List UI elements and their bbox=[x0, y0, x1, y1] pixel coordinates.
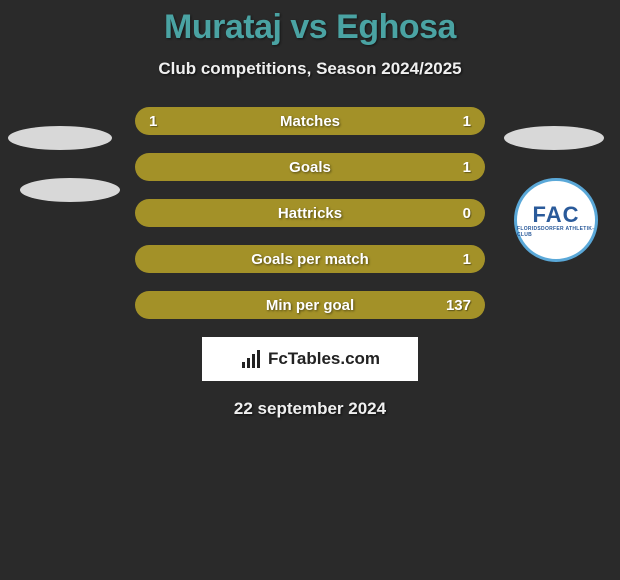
main-container: Murataj vs Eghosa Club competitions, Sea… bbox=[0, 0, 620, 419]
stat-right-value: 1 bbox=[441, 159, 471, 176]
stat-label: Hattricks bbox=[278, 205, 342, 222]
date-text: 22 september 2024 bbox=[0, 399, 620, 419]
page-title: Murataj vs Eghosa bbox=[0, 8, 620, 47]
stats-area: 1 Matches 1 Goals 1 Hattricks 0 Goals pe… bbox=[0, 107, 620, 319]
stat-label: Goals bbox=[289, 159, 331, 176]
stat-right-value: 137 bbox=[441, 297, 471, 314]
stat-left-value: 1 bbox=[149, 113, 179, 130]
stat-right-value: 1 bbox=[441, 251, 471, 268]
stat-row-matches: 1 Matches 1 bbox=[135, 107, 485, 135]
stat-row-goals: Goals 1 bbox=[135, 153, 485, 181]
stat-right-value: 0 bbox=[441, 205, 471, 222]
stat-label: Min per goal bbox=[266, 297, 354, 314]
stat-row-goals-per-match: Goals per match 1 bbox=[135, 245, 485, 273]
page-subtitle: Club competitions, Season 2024/2025 bbox=[0, 59, 620, 79]
stat-row-hattricks: Hattricks 0 bbox=[135, 199, 485, 227]
stat-row-min-per-goal: Min per goal 137 bbox=[135, 291, 485, 319]
stat-label: Matches bbox=[280, 113, 340, 130]
stat-right-value: 1 bbox=[441, 113, 471, 130]
logo-text: FcTables.com bbox=[268, 349, 380, 369]
bar-chart-icon bbox=[240, 350, 262, 368]
stat-label: Goals per match bbox=[251, 251, 369, 268]
fctables-logo: FcTables.com bbox=[202, 337, 418, 381]
